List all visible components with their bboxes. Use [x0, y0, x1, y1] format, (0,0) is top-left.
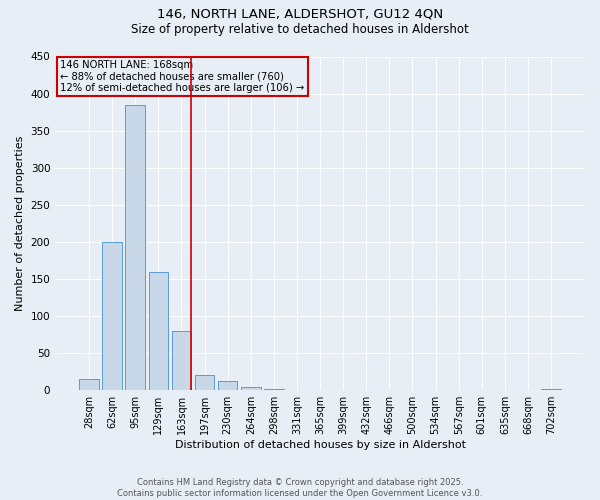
- Bar: [218, 382, 238, 390]
- Bar: [264, 388, 284, 390]
- Bar: [79, 379, 99, 390]
- Y-axis label: Number of detached properties: Number of detached properties: [15, 136, 25, 311]
- Bar: [149, 272, 168, 390]
- Bar: [125, 104, 145, 390]
- Bar: [241, 386, 260, 390]
- Bar: [103, 242, 122, 390]
- Text: 146, NORTH LANE, ALDERSHOT, GU12 4QN: 146, NORTH LANE, ALDERSHOT, GU12 4QN: [157, 8, 443, 20]
- Bar: [172, 331, 191, 390]
- Text: 146 NORTH LANE: 168sqm
← 88% of detached houses are smaller (760)
12% of semi-de: 146 NORTH LANE: 168sqm ← 88% of detached…: [61, 60, 305, 93]
- Text: Size of property relative to detached houses in Aldershot: Size of property relative to detached ho…: [131, 22, 469, 36]
- Text: Contains HM Land Registry data © Crown copyright and database right 2025.
Contai: Contains HM Land Registry data © Crown c…: [118, 478, 482, 498]
- X-axis label: Distribution of detached houses by size in Aldershot: Distribution of detached houses by size …: [175, 440, 466, 450]
- Bar: [195, 376, 214, 390]
